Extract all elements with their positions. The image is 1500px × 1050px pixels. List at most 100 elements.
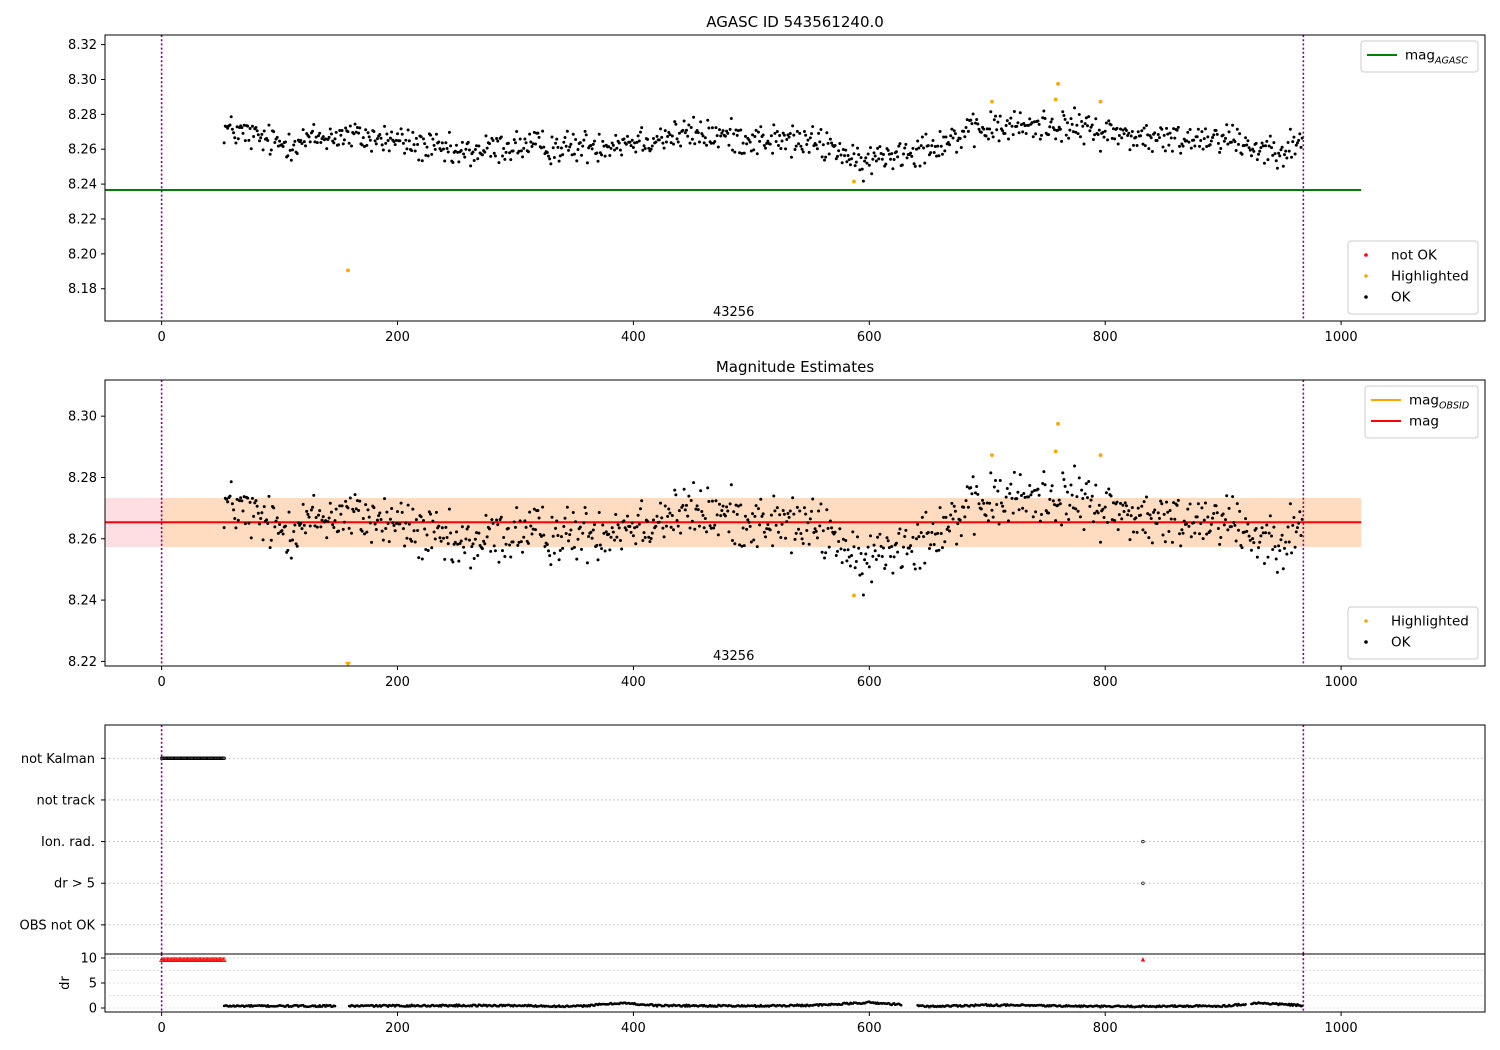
data-point	[1106, 520, 1110, 524]
obsid-annotation: 43256	[713, 305, 754, 320]
data-point	[276, 144, 280, 148]
data-point	[400, 510, 404, 514]
data-point	[543, 545, 547, 549]
data-point	[943, 149, 947, 153]
data-point	[633, 526, 637, 530]
data-point	[878, 532, 882, 536]
data-point	[670, 513, 674, 517]
data-point	[618, 148, 622, 152]
data-point	[998, 114, 1002, 118]
data-point	[1161, 533, 1165, 537]
data-point	[583, 505, 587, 509]
data-point	[1050, 117, 1054, 121]
data-point	[727, 530, 731, 534]
data-point	[1199, 139, 1203, 143]
data-point	[657, 138, 661, 142]
data-point	[1284, 149, 1288, 153]
data-point	[283, 140, 287, 144]
data-point	[821, 529, 825, 533]
data-point	[867, 163, 871, 167]
data-point	[352, 132, 356, 136]
data-point	[1080, 488, 1084, 492]
data-point	[887, 152, 891, 156]
data-point	[1076, 132, 1080, 136]
data-point	[492, 151, 496, 155]
data-point	[1027, 123, 1031, 127]
data-point	[998, 479, 1002, 483]
data-point	[687, 494, 691, 498]
data-point	[1209, 522, 1213, 526]
data-point	[1288, 502, 1292, 506]
data-point	[1041, 482, 1045, 486]
data-point	[429, 512, 433, 516]
data-point	[690, 519, 694, 523]
data-point	[1247, 534, 1251, 538]
data-point	[473, 147, 477, 151]
data-point	[255, 129, 259, 133]
data-point	[624, 528, 628, 532]
data-point	[1001, 129, 1005, 133]
data-point	[1129, 134, 1133, 138]
data-point	[1268, 134, 1272, 138]
flag-point	[179, 756, 184, 761]
data-point	[229, 115, 233, 119]
data-point	[826, 526, 830, 530]
data-point	[1246, 522, 1250, 526]
data-point	[764, 146, 768, 150]
data-point	[841, 537, 845, 541]
data-point	[910, 154, 914, 158]
data-point	[824, 155, 828, 159]
data-point	[567, 148, 571, 152]
data-point	[991, 135, 995, 139]
highlighted-point	[1056, 81, 1060, 86]
data-point	[822, 556, 826, 560]
data-point	[733, 150, 737, 154]
data-point	[575, 557, 579, 561]
y-axis-label: dr	[58, 976, 73, 990]
data-point	[1130, 506, 1134, 510]
data-point	[546, 549, 550, 553]
data-point	[799, 531, 803, 535]
data-point	[287, 132, 291, 136]
data-point	[1266, 158, 1270, 162]
x-tick-label: 800	[1093, 330, 1118, 345]
data-point	[634, 150, 638, 154]
data-point	[1080, 120, 1084, 124]
flag-point	[162, 756, 166, 761]
data-point	[1155, 522, 1159, 526]
data-point	[1017, 131, 1021, 135]
data-point	[856, 535, 860, 539]
data-point	[226, 500, 230, 504]
data-point	[1293, 545, 1297, 549]
data-point	[1126, 513, 1130, 517]
data-point	[963, 135, 967, 139]
data-point	[933, 145, 937, 149]
data-point	[669, 525, 673, 529]
data-point	[379, 517, 383, 521]
data-point	[355, 499, 359, 503]
data-point	[550, 515, 554, 519]
data-point	[1048, 125, 1052, 129]
data-point	[354, 130, 358, 134]
data-point	[726, 509, 730, 513]
data-point	[810, 132, 814, 136]
data-point	[1146, 512, 1150, 516]
data-point	[932, 150, 936, 154]
data-point	[894, 150, 898, 154]
data-point	[1274, 159, 1278, 163]
data-point	[346, 130, 350, 134]
data-point	[624, 142, 628, 146]
data-point	[575, 159, 579, 163]
axes-frame	[104, 379, 1486, 667]
data-point	[403, 544, 407, 548]
data-point	[881, 546, 885, 550]
legend-swatch	[1364, 640, 1368, 644]
data-point	[424, 548, 428, 552]
data-point	[857, 153, 861, 157]
data-point	[1275, 570, 1279, 574]
data-point	[1037, 122, 1041, 126]
data-point	[316, 134, 320, 138]
data-point	[773, 131, 777, 135]
data-point	[735, 512, 739, 516]
